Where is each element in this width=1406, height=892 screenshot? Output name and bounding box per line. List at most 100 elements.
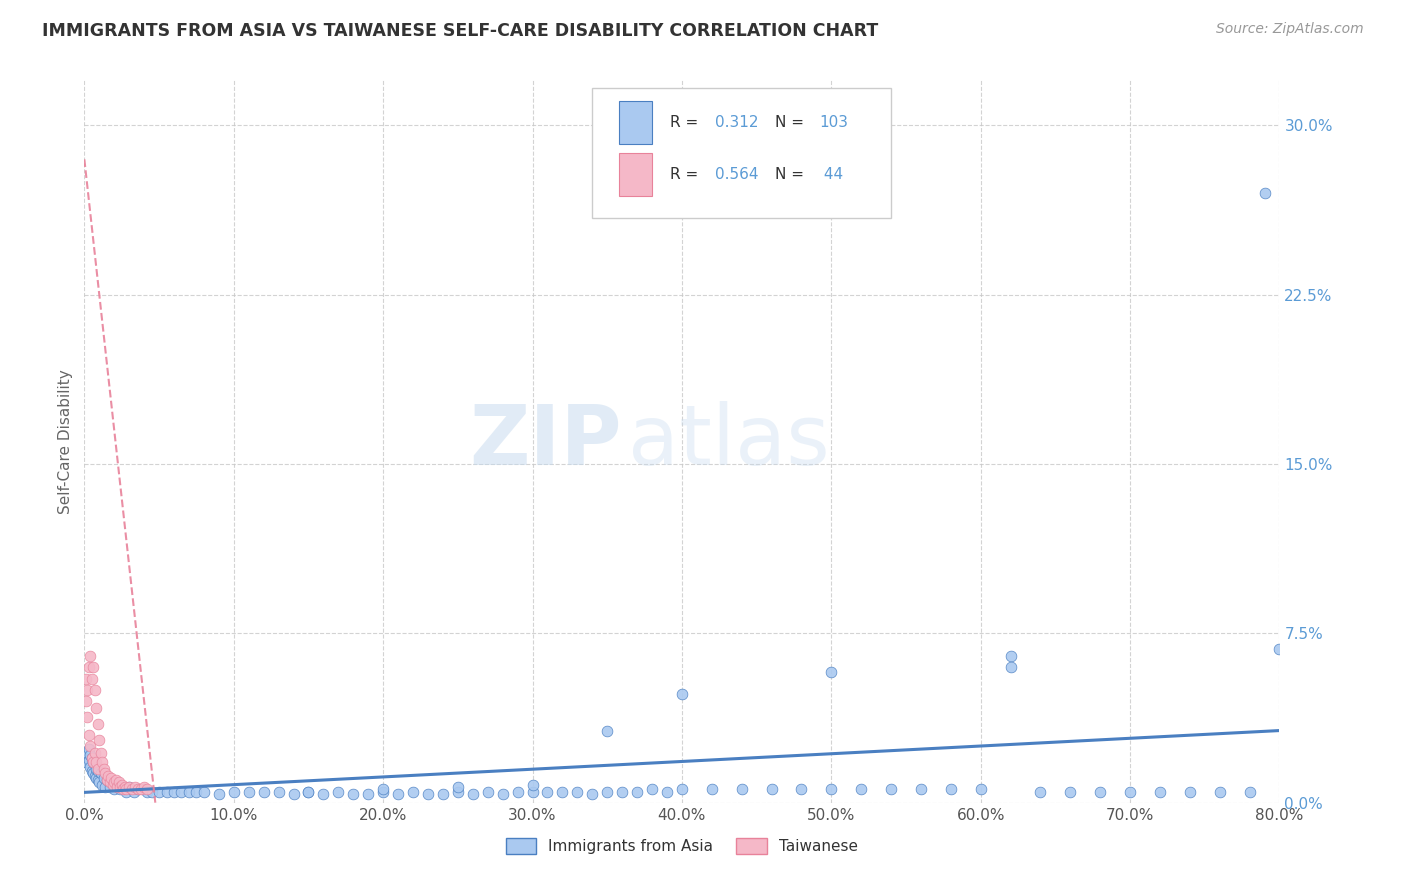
Point — [551, 784, 574, 798]
FancyBboxPatch shape — [619, 153, 652, 196]
Point — [671, 687, 693, 701]
Point — [96, 773, 118, 788]
Point — [76, 746, 98, 760]
Point — [461, 787, 484, 801]
Point — [94, 780, 117, 794]
Point — [1090, 784, 1112, 798]
Point — [186, 784, 208, 798]
Point — [82, 755, 104, 769]
Point — [1209, 784, 1232, 798]
Point — [80, 750, 103, 764]
Point — [170, 784, 193, 798]
Point — [522, 784, 544, 798]
Point — [1000, 660, 1022, 674]
Point — [129, 782, 152, 797]
Point — [93, 771, 115, 785]
Point — [127, 782, 149, 797]
Point — [96, 773, 118, 788]
Point — [103, 782, 125, 797]
Point — [111, 778, 134, 792]
Point — [177, 784, 200, 798]
Point — [87, 773, 110, 788]
Point — [1253, 186, 1275, 201]
Point — [82, 755, 104, 769]
Point — [110, 780, 132, 794]
Point — [267, 784, 290, 798]
Point — [121, 782, 143, 797]
Point — [447, 780, 470, 794]
Point — [208, 787, 231, 801]
Point — [402, 784, 425, 798]
Point — [148, 784, 170, 798]
Point — [297, 784, 319, 798]
Point — [75, 755, 97, 769]
Point — [104, 773, 127, 788]
Text: 44: 44 — [820, 168, 844, 182]
Point — [790, 782, 813, 797]
Point — [86, 762, 108, 776]
Point — [1178, 784, 1201, 798]
Point — [75, 672, 97, 686]
Point — [94, 766, 117, 780]
Point — [103, 775, 125, 789]
Point — [91, 778, 114, 792]
Point — [373, 784, 395, 798]
Text: N =: N = — [775, 168, 808, 182]
Point — [761, 782, 783, 797]
Point — [100, 775, 122, 789]
Point — [118, 780, 141, 794]
Y-axis label: Self-Care Disability: Self-Care Disability — [58, 369, 73, 514]
Point — [567, 784, 589, 798]
Point — [80, 672, 103, 686]
Point — [76, 710, 98, 724]
Point — [79, 739, 101, 754]
Point — [163, 784, 186, 798]
Point — [131, 782, 153, 797]
Point — [122, 784, 145, 798]
Point — [387, 787, 409, 801]
Legend: Immigrants from Asia, Taiwanese: Immigrants from Asia, Taiwanese — [499, 832, 865, 860]
Point — [1119, 784, 1142, 798]
Point — [89, 732, 111, 747]
Text: Source: ZipAtlas.com: Source: ZipAtlas.com — [1216, 22, 1364, 37]
Point — [416, 787, 439, 801]
Point — [312, 787, 335, 801]
Point — [492, 787, 515, 801]
Point — [432, 787, 454, 801]
Point — [851, 782, 873, 797]
Point — [86, 771, 108, 785]
Point — [86, 701, 108, 715]
Point — [114, 780, 136, 794]
Point — [112, 782, 135, 797]
Point — [939, 782, 962, 797]
Text: 0.564: 0.564 — [716, 168, 759, 182]
Point — [89, 775, 111, 789]
Point — [86, 755, 108, 769]
Point — [910, 782, 932, 797]
Point — [253, 784, 276, 798]
Point — [222, 784, 245, 798]
Point — [731, 782, 754, 797]
Point — [1149, 784, 1171, 798]
Point — [80, 764, 103, 779]
Point — [83, 682, 105, 697]
Point — [98, 775, 121, 789]
Text: 0.312: 0.312 — [716, 115, 759, 130]
Point — [238, 784, 260, 798]
Point — [79, 760, 101, 774]
Point — [477, 784, 499, 798]
Point — [136, 784, 159, 798]
Point — [581, 787, 603, 801]
Point — [79, 748, 101, 763]
Text: N =: N = — [775, 115, 808, 130]
Point — [76, 682, 98, 697]
Point — [283, 787, 305, 801]
Point — [90, 746, 112, 760]
Point — [83, 746, 105, 760]
Point — [671, 782, 693, 797]
Point — [77, 660, 100, 674]
Point — [328, 784, 350, 798]
Point — [124, 780, 146, 794]
Point — [522, 778, 544, 792]
Point — [75, 694, 97, 708]
